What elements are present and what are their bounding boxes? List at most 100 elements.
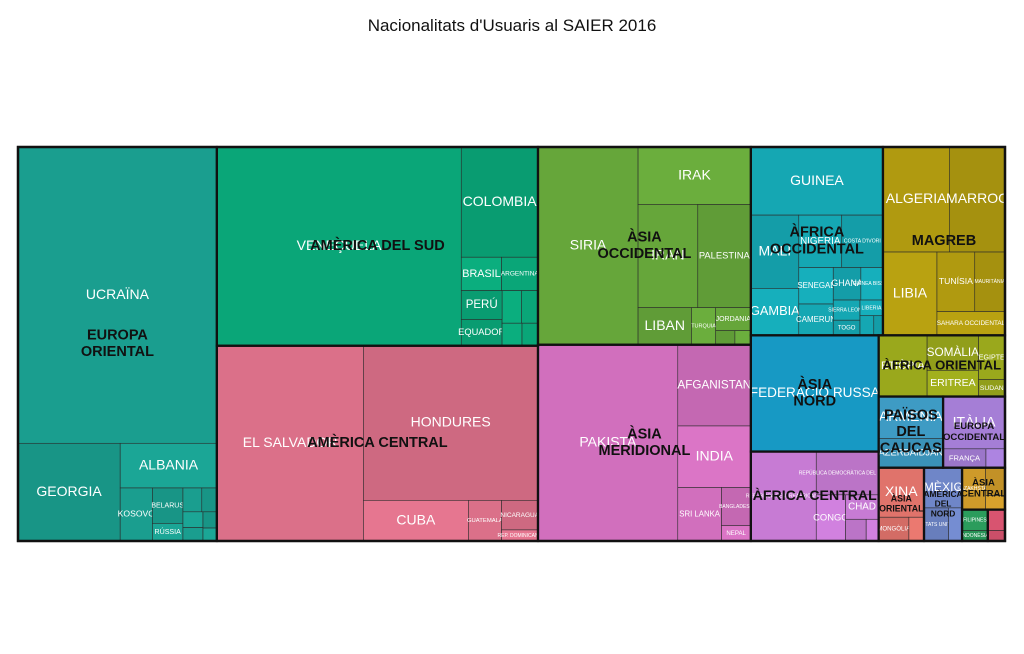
- cell-venecuela: [216, 146, 462, 347]
- chart-title: Nacionalitats d'Usuaris al SAIER 2016: [367, 16, 657, 35]
- group-label-africa-occidental: ÀFRICA: [790, 224, 845, 241]
- label-brasil: BRASIL: [462, 268, 500, 280]
- label-tunisia: TUNÍSIA: [939, 276, 973, 286]
- cell-alemanya: [985, 448, 1006, 468]
- label-liban: LIBAN: [645, 317, 685, 333]
- label-senegal: SENEGAL: [797, 281, 835, 290]
- group-label-asia-oriental: ORIENTAL: [879, 504, 924, 514]
- label-kosovo: KOSOVO: [118, 509, 156, 519]
- label-pakista: PAKISTA: [579, 434, 637, 450]
- label-egipte: EGIPTE: [979, 353, 1005, 361]
- group-label-magreb: MAGREB: [912, 233, 976, 249]
- label-ghana: GHANA: [831, 278, 862, 288]
- cell-paraguai: [501, 322, 523, 347]
- cell-tunisia: [936, 251, 976, 312]
- cell-nicaragua: [501, 500, 539, 531]
- group-label-asia-nord: ÀSIA: [797, 376, 832, 393]
- label-camerun: CAMERUN: [796, 315, 836, 324]
- label-togo: TOGO: [838, 325, 856, 331]
- cell-colombia: [460, 146, 539, 258]
- label-iran: IRAN: [651, 247, 684, 263]
- label-nicaragua: NICARAGUA: [500, 512, 539, 519]
- label-etiopia: ETIÒPIA: [881, 359, 925, 372]
- label-cuba: CUBA: [396, 511, 436, 527]
- label-marroc: MARROC: [946, 190, 1008, 206]
- cell-arabia-saudita: [715, 330, 736, 346]
- cell-palestina: [697, 204, 752, 308]
- cell-bolivia: [501, 290, 522, 324]
- label-mexic: MÈXIC: [924, 479, 963, 494]
- group-label-africa-oriental: ÀFRICA ORIENTAL: [883, 357, 1002, 372]
- group-label-asia-meridional: ÀSIA: [627, 425, 662, 442]
- cell-australia: [987, 509, 1006, 531]
- cell-marroc: [949, 146, 1006, 253]
- label-hondures: HONDURES: [411, 414, 491, 430]
- cell-serbia: [182, 487, 203, 513]
- label-georgia: GEORGIA: [36, 483, 102, 499]
- cell-mauritania: [974, 251, 1006, 312]
- cell-equador: [460, 318, 503, 347]
- cell-hongria: [201, 487, 218, 513]
- label-equador: EQUADOR: [458, 327, 505, 337]
- label-republica-democratica-del-congo: REPÚBLICA DEMOCRÀTICA DEL CONGO: [799, 470, 896, 477]
- label-india: INDIA: [696, 447, 734, 463]
- cell-pakista: [537, 344, 679, 542]
- cell-congo: [815, 494, 846, 542]
- label-gambia: GAMBIA: [750, 303, 800, 318]
- cell-benin: [859, 315, 875, 336]
- label-xina: XINA: [885, 483, 918, 499]
- label-estats-units: ESTATS UNITS: [919, 522, 955, 528]
- cell-ghana: [832, 267, 862, 301]
- label-somalia: SOMÀLIA: [927, 345, 980, 359]
- label-armenia: ARMENIA: [879, 408, 943, 424]
- cell-eritrea: [926, 370, 979, 397]
- label-libia: LIBIA: [893, 284, 928, 300]
- treemap-frame: [16, 145, 1007, 543]
- cell-nova-zelanda: [987, 530, 1006, 542]
- label-congo: CONGO: [813, 511, 848, 522]
- cell-siria: [537, 146, 639, 346]
- group-label-america-del-nord: NORD: [931, 508, 956, 518]
- label-nigeria: NIGERIA: [800, 236, 841, 247]
- group-label-asia-nord: NORD: [793, 394, 836, 410]
- label-venecuela: VENEÇUELA: [297, 237, 382, 253]
- label-siria: SIRIA: [570, 237, 607, 253]
- cell-guinea-equatorial: [845, 518, 867, 542]
- label-azerbaidjan: AZERBAIDJAN: [879, 447, 944, 458]
- label-guatemala: GUATEMALA: [467, 518, 503, 524]
- label-chad: CHAD: [848, 502, 876, 513]
- group-label-asia-oriental: ÀSIA: [891, 494, 913, 504]
- label-sahara-occidental: SAHARA OCCIDENTAL: [937, 320, 1006, 327]
- label-federacio-russa: FEDERACIÓ RUSSA: [750, 385, 881, 400]
- label-rep-dominicana: REP. DOMINICANA: [498, 533, 543, 539]
- cell-gambia: [750, 288, 800, 336]
- cell-bulgaria: [202, 527, 218, 542]
- cell-costa-d-ivori: [841, 214, 884, 268]
- cell-bosnia: [202, 511, 218, 529]
- group-label-asia-meridional: MERIDIONAL: [599, 443, 691, 459]
- group-label-paisos-del-caucas: PAÏSOS: [884, 406, 938, 423]
- label-filipines: FILIPINES: [963, 517, 987, 523]
- label-franca: FRANÇA: [949, 453, 981, 462]
- group-label-europa-occidental: EUROPA: [954, 421, 994, 432]
- label-turquia: TURQUIA: [691, 324, 716, 330]
- label-colombia: COLOMBIA: [463, 193, 538, 209]
- group-label-paisos-del-caucas: DEL: [896, 424, 925, 440]
- cell-republica-centreafricana: [750, 451, 817, 542]
- cell-liban: [637, 307, 692, 346]
- group-label-africa-central: ÀFRICA CENTRAL: [753, 487, 877, 503]
- cell-belarus: [152, 487, 184, 524]
- cell-romania: [182, 511, 204, 528]
- cell-federacio-russa: [750, 335, 879, 452]
- group-label-america-del-sud: AMÈRICA DEL SUD: [310, 237, 445, 254]
- cell-niger: [873, 315, 884, 336]
- group-label-africa-occidental: OCCIDENTAL: [770, 241, 864, 257]
- group-label-paisos-del-caucas: CAUCAS: [880, 441, 942, 457]
- label-argentina: ARGENTINA: [501, 271, 540, 278]
- label-guinea: GUINEA: [790, 172, 844, 188]
- group-label-europa-oriental: ORIENTAL: [81, 344, 154, 360]
- label-belarus: BELARUS: [151, 502, 184, 509]
- cell-guyana: [521, 290, 539, 324]
- group-label-america-del-nord: DEL: [935, 499, 952, 509]
